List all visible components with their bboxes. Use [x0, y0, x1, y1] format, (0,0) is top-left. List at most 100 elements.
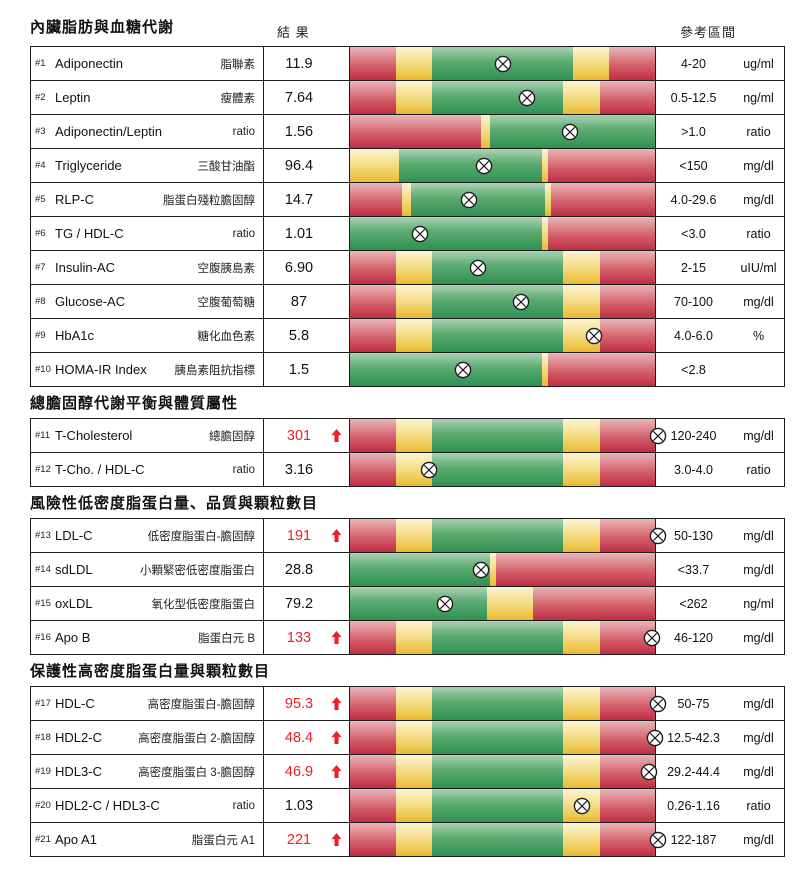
reference-range-text: 50-130 [674, 528, 713, 543]
test-label-cell: #14 sdLDL 小顆緊密低密度脂蛋白 [31, 553, 263, 586]
bar-segment-red [350, 319, 396, 352]
unit-text: ng/ml [743, 90, 774, 105]
test-name-en: Triglyceride [55, 158, 122, 173]
reference-range-text: 122-187 [670, 832, 717, 847]
test-label-cell: #9 HbA1c 糖化血色素 [31, 319, 263, 352]
bar-segment-green [350, 553, 491, 586]
test-row: #3 Adiponectin/Leptin ratio 1.56 >1.0 ratio [30, 115, 785, 149]
test-row: #12 T-Cho. / HDL-C ratio 3.16 3.0-4.0 ratio [30, 453, 785, 487]
test-row: #9 HbA1c 糖化血色素 5.8 4.0-6.0% [30, 319, 785, 353]
bar-segment-red [350, 789, 396, 822]
bar-segment-red [533, 587, 655, 620]
test-number: #17 [35, 698, 51, 709]
unit-text: mg/dl [743, 832, 774, 847]
reference-range-text: <3.0 [681, 226, 706, 241]
bar-segment-yellow [395, 81, 433, 114]
bar-segment-red [600, 419, 655, 452]
bar-segment-green [432, 721, 564, 754]
bar-segment-red [496, 553, 655, 586]
bar-segment-yellow [395, 285, 433, 318]
test-name-zh: ratio [232, 463, 255, 476]
flag-placeholder [329, 596, 344, 611]
unit-text: ug/ml [743, 56, 774, 71]
test-number: #16 [35, 632, 51, 643]
test-number: #19 [35, 766, 51, 777]
bar-segment-yellow [481, 115, 491, 148]
results-table-cholesterol: #11 T-Cholesterol 總膽固醇 301 120-240 mg/dl #12 T-… [30, 418, 785, 487]
test-name-zh: 脂蛋白元 A1 [191, 834, 255, 847]
bar-segment-red [548, 149, 655, 182]
test-name-zh: 糖化血色素 [197, 330, 256, 343]
result-value: 1.5 [288, 361, 310, 378]
test-name-zh: 脂蛋白元 B [198, 632, 255, 645]
bar-segment-green [350, 217, 543, 250]
high-up-arrow-icon [329, 428, 344, 443]
unit-text: mg/dl [743, 764, 774, 779]
result-cell: 6.90 [263, 251, 349, 284]
reference-range-bar [349, 217, 656, 250]
test-row: #17 HDL-C 高密度脂蛋白-膽固醇 95.3 50-75 mg/dl [30, 687, 785, 721]
test-name-zh: 總膽固醇 [209, 430, 255, 443]
test-row: #4 Triglyceride 三酸甘油酯 96.4 <150 mg/dl [30, 149, 785, 183]
section-title-cholesterol: 總膽固醇代謝平衡與體質屬性 [30, 395, 239, 412]
result-value: 3.16 [284, 461, 314, 478]
unit-text: mg/dl [743, 528, 774, 543]
test-row: #21 Apo A1 脂蛋白元 A1 221 122-187 mg/dl [30, 823, 785, 857]
flag-placeholder [329, 562, 344, 577]
result-cell: 87 [263, 285, 349, 318]
test-name-en: sdLDL [55, 562, 93, 577]
test-row: #18 HDL2-C 高密度脂蛋白 2-膽固醇 48.4 12.5-42.3 mg/dl [30, 721, 785, 755]
bar-segment-yellow [563, 823, 601, 856]
test-number: #13 [35, 530, 51, 541]
reference-range-bar [349, 251, 656, 284]
result-value: 1.01 [284, 225, 314, 242]
test-number: #3 [35, 126, 46, 137]
bar-segment-red [350, 755, 396, 788]
result-cell: 301 [263, 419, 349, 452]
reference-range-text: 50-75 [677, 696, 710, 711]
bar-segment-yellow [563, 453, 601, 486]
test-label-cell: #6 TG / HDL-C ratio [31, 217, 263, 250]
result-cell: 79.2 [263, 587, 349, 620]
test-name-en: HbA1c [55, 328, 95, 343]
bar-segment-red [600, 81, 655, 114]
bar-segment-green [432, 789, 564, 822]
reference-range-bar [349, 789, 656, 822]
test-name-zh: 小顆緊密低密度脂蛋白 [140, 564, 255, 577]
test-name-en: Insulin-AC [55, 260, 115, 275]
result-value: 14.7 [284, 191, 314, 208]
test-label-cell: #7 Insulin-AC 空腹胰島素 [31, 251, 263, 284]
test-label-cell: #2 Leptin 瘦體素 [31, 81, 263, 114]
test-name-en: Leptin [55, 90, 91, 105]
flag-placeholder [329, 158, 344, 173]
unit-text: mg/dl [743, 428, 774, 443]
test-name-zh: ratio [232, 799, 255, 812]
test-name-en: HDL3-C [55, 764, 102, 779]
bar-segment-green [432, 755, 564, 788]
unit-text: mg/dl [743, 630, 774, 645]
flag-placeholder [329, 56, 344, 71]
test-label-cell: #11 T-Cholesterol 總膽固醇 [31, 419, 263, 452]
bar-segment-red [548, 217, 655, 250]
bar-segment-red [600, 319, 655, 352]
reference-range-bar [349, 183, 656, 216]
bar-segment-yellow [563, 285, 601, 318]
test-number: #15 [35, 598, 51, 609]
reference-range-bar [349, 587, 656, 620]
result-cell: 46.9 [263, 755, 349, 788]
test-number: #11 [35, 430, 51, 441]
result-cell: 191 [263, 519, 349, 552]
bar-segment-yellow [563, 621, 601, 654]
reference-range-text: 0.26-1.16 [667, 798, 720, 813]
test-name-en: LDL-C [55, 528, 93, 543]
test-row: #7 Insulin-AC 空腹胰島素 6.90 2-15 uIU/ml [30, 251, 785, 285]
result-value: 301 [286, 427, 312, 444]
test-name-zh: 瘦體素 [220, 92, 256, 105]
flag-placeholder [329, 328, 344, 343]
unit-text: mg/dl [743, 562, 774, 577]
reference-range-text: 4.0-29.6 [670, 192, 717, 207]
test-label-cell: #8 Glucose-AC 空腹葡萄糖 [31, 285, 263, 318]
flag-placeholder [329, 294, 344, 309]
result-cell: 28.8 [263, 553, 349, 586]
